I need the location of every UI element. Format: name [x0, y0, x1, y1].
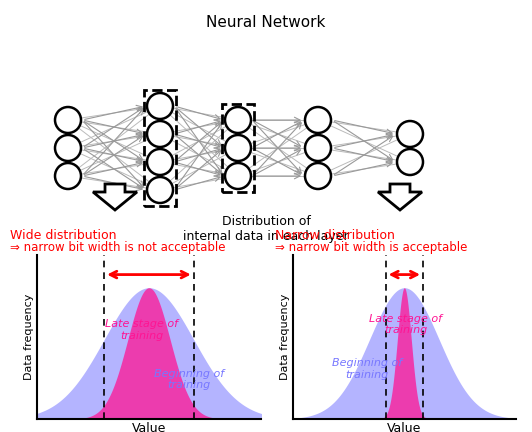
Circle shape: [397, 149, 423, 175]
Text: Beginning of
training: Beginning of training: [154, 369, 224, 391]
Bar: [222, 104, 254, 192]
Polygon shape: [93, 184, 137, 210]
Circle shape: [305, 163, 331, 189]
Circle shape: [225, 135, 251, 161]
X-axis label: Value: Value: [387, 422, 421, 432]
Circle shape: [55, 135, 81, 161]
Text: Wide distribution: Wide distribution: [10, 229, 117, 242]
Circle shape: [305, 135, 331, 161]
Circle shape: [55, 163, 81, 189]
Circle shape: [225, 107, 251, 133]
Circle shape: [397, 121, 423, 147]
Text: Beginning of
training: Beginning of training: [332, 358, 402, 380]
Text: Late stage of
training: Late stage of training: [369, 314, 442, 335]
Text: Distribution of
internal data in each layer: Distribution of internal data in each la…: [183, 215, 349, 243]
Text: Narrow distribution: Narrow distribution: [275, 229, 395, 242]
Circle shape: [225, 163, 251, 189]
Circle shape: [147, 149, 173, 175]
Circle shape: [147, 177, 173, 203]
Text: ⇒ narrow bit width is acceptable: ⇒ narrow bit width is acceptable: [275, 241, 468, 254]
Polygon shape: [378, 184, 422, 210]
Text: Late stage of
training: Late stage of training: [105, 319, 178, 340]
Text: Neural Network: Neural Network: [206, 15, 326, 30]
Text: ⇒ narrow bit width is not acceptable: ⇒ narrow bit width is not acceptable: [10, 241, 226, 254]
Bar: [144, 90, 176, 206]
Y-axis label: Data frequency: Data frequency: [24, 294, 35, 380]
Circle shape: [147, 121, 173, 147]
Circle shape: [147, 93, 173, 119]
Circle shape: [55, 107, 81, 133]
Y-axis label: Data frequency: Data frequency: [280, 294, 290, 380]
Circle shape: [305, 107, 331, 133]
X-axis label: Value: Value: [132, 422, 166, 432]
